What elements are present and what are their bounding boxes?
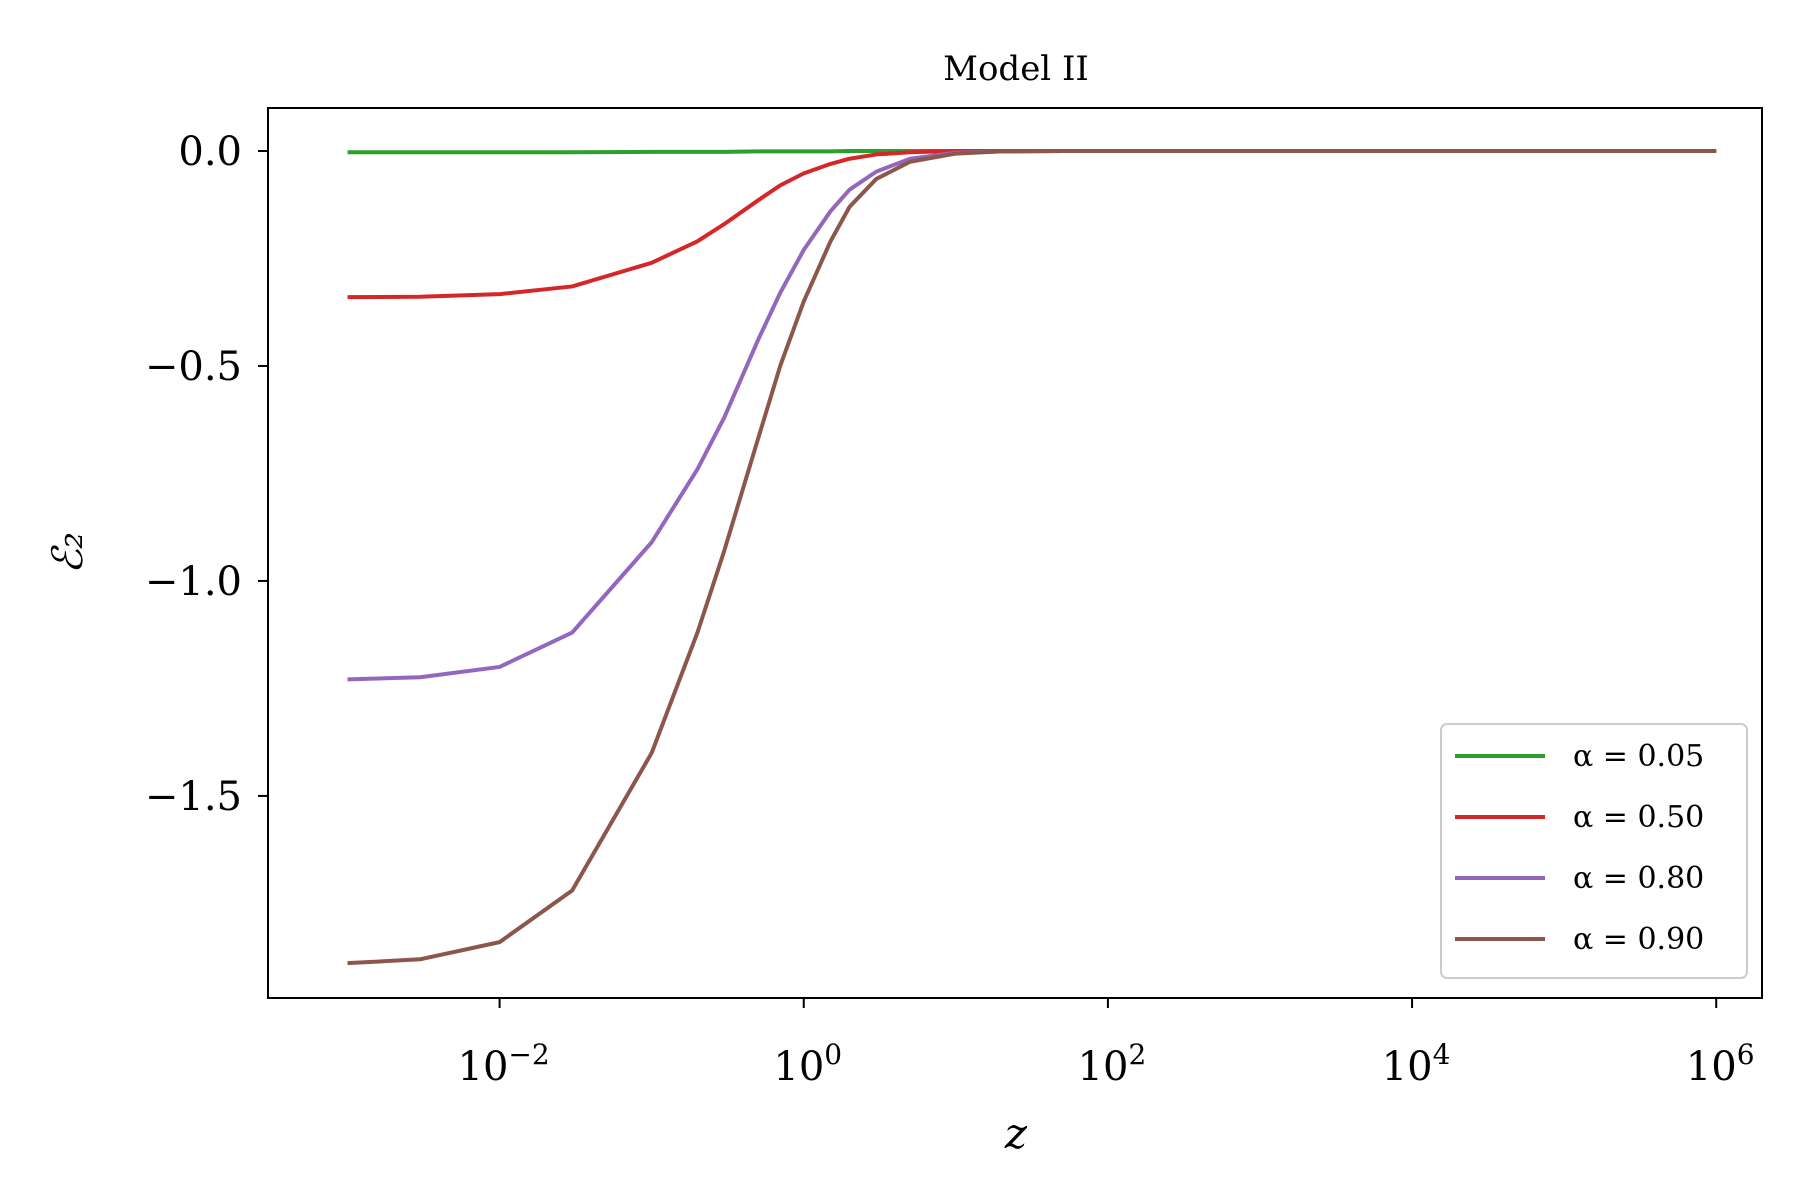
y-tick-label: −1.5: [145, 774, 242, 820]
x-tick-label: 10−2: [458, 1038, 550, 1090]
y-axis-label: ℰ₂: [43, 532, 92, 574]
x-tick-label: 100: [773, 1038, 842, 1090]
plot-frame: [267, 107, 1763, 999]
legend-label: α = 0.90: [1573, 922, 1704, 957]
legend-box: [1440, 723, 1748, 979]
series-line-4: [347, 149, 1717, 966]
x-tick-label: 104: [1382, 1038, 1451, 1090]
y-axis: 0.0 −0.5 −1.0 −1.5: [145, 129, 268, 820]
x-axis: 10−2 100 102 104 106: [458, 998, 1755, 1090]
legend-label: α = 0.05: [1573, 739, 1704, 774]
x-axis-label: z: [1004, 1109, 1028, 1158]
x-tick-label: 102: [1078, 1038, 1147, 1090]
legend: α = 0.05 α = 0.50 α = 0.80 α = 0.90: [1440, 723, 1748, 979]
legend-label: α = 0.80: [1573, 861, 1704, 896]
chart-title: Model II: [943, 49, 1089, 89]
y-tick-label: 0.0: [178, 129, 242, 175]
legend-label: α = 0.50: [1573, 800, 1704, 835]
plot-area: [267, 107, 1763, 999]
y-tick-label: −0.5: [145, 344, 242, 390]
x-tick-label: 106: [1686, 1038, 1755, 1090]
series-layer: [347, 149, 1717, 966]
y-tick-label: −1.0: [145, 559, 242, 605]
